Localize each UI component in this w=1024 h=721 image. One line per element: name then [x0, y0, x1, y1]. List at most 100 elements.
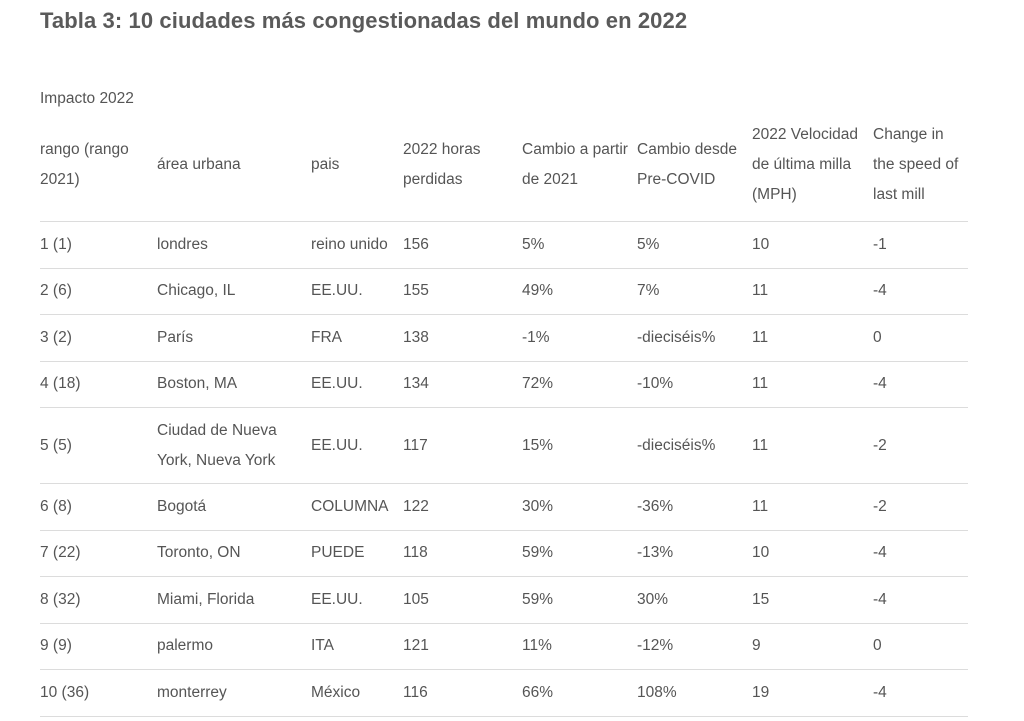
cell-hours-lost: 156 [403, 221, 522, 269]
cell-rank: 4 (18) [40, 361, 157, 408]
cell-speed-change: 0 [873, 314, 968, 362]
cell-speed-change: -2 [873, 483, 968, 531]
cell-country: reino unido [311, 221, 403, 269]
table-row: 5 (5) Ciudad de Nueva York, Nueva York EE.… [40, 407, 968, 484]
cell-change-2021: -1% [522, 314, 637, 362]
cell-change-precovid: -dieciséis% [637, 407, 752, 484]
cell-last-mile-speed: 11 [752, 407, 873, 484]
cell-urban-area: londres [157, 221, 311, 269]
table-row: 3 (2) París FRA 138 -1% -dieciséis% 11 0 [40, 314, 968, 362]
cell-last-mile-speed: 11 [752, 268, 873, 315]
cell-change-precovid: 7% [637, 268, 752, 315]
cell-last-mile-speed: 19 [752, 669, 873, 717]
cell-hours-lost: 134 [403, 361, 522, 408]
cell-last-mile-speed: 11 [752, 361, 873, 408]
cell-change-2021: 11% [522, 623, 637, 670]
cell-rank: 1 (1) [40, 221, 157, 269]
cell-urban-area: Toronto, ON [157, 530, 311, 577]
cell-urban-area: Bogotá [157, 483, 311, 531]
cell-speed-change: -4 [873, 361, 968, 408]
cell-last-mile-speed: 10 [752, 221, 873, 269]
cell-hours-lost: 118 [403, 530, 522, 577]
cell-country: FRA [311, 314, 403, 362]
group-label: Impacto 2022 [40, 90, 134, 107]
cell-last-mile-speed: 9 [752, 623, 873, 670]
cell-speed-change: -2 [873, 407, 968, 484]
header-change-2021: Cambio a partir de 2021 [522, 108, 637, 222]
cell-rank: 2 (6) [40, 268, 157, 315]
cell-change-precovid: -12% [637, 623, 752, 670]
cell-rank: 7 (22) [40, 530, 157, 577]
cell-change-precovid: 5% [637, 221, 752, 269]
cell-change-precovid: -10% [637, 361, 752, 408]
cell-change-2021: 66% [522, 669, 637, 717]
cell-change-2021: 5% [522, 221, 637, 269]
table-row: 6 (8) Bogotá COLUMNA 122 30% -36% 11 -2 [40, 483, 968, 531]
cell-change-precovid: -36% [637, 483, 752, 531]
cell-country: ITA [311, 623, 403, 670]
cell-rank: 5 (5) [40, 407, 157, 484]
table-row: 4 (18) Boston, MA EE.UU. 134 72% -10% 11 -4 [40, 361, 968, 408]
cell-speed-change: -4 [873, 268, 968, 315]
cell-urban-area: Chicago, IL [157, 268, 311, 315]
table-row: 7 (22) Toronto, ON PUEDE 118 59% -13% 10 -4 [40, 530, 968, 577]
cell-change-2021: 72% [522, 361, 637, 408]
cell-speed-change: -1 [873, 221, 968, 269]
cell-hours-lost: 138 [403, 314, 522, 362]
cell-change-2021: 30% [522, 483, 637, 531]
cell-urban-area: monterrey [157, 669, 311, 717]
table-body: 1 (1) londres reino unido 156 5% 5% 10 -1 2 (6) C… [40, 221, 968, 717]
cell-last-mile-speed: 15 [752, 576, 873, 624]
cell-urban-area: París [157, 314, 311, 362]
cell-change-precovid: -dieciséis% [637, 314, 752, 362]
cell-rank: 9 (9) [40, 623, 157, 670]
congestion-table: rango (rango 2021) área urbana pais 2022… [40, 108, 968, 717]
cell-speed-change: -4 [873, 669, 968, 717]
cell-change-precovid: 108% [637, 669, 752, 717]
cell-urban-area: Boston, MA [157, 361, 311, 408]
table-title: Tabla 3: 10 ciudades más congestionadas … [40, 8, 688, 33]
cell-hours-lost: 116 [403, 669, 522, 717]
cell-country: EE.UU. [311, 407, 403, 484]
table-row: 1 (1) londres reino unido 156 5% 5% 10 -1 [40, 221, 968, 269]
table-row: 8 (32) Miami, Florida EE.UU. 105 59% 30% 15 -4 [40, 576, 968, 624]
cell-country: EE.UU. [311, 576, 403, 624]
cell-hours-lost: 121 [403, 623, 522, 670]
header-country: pais [311, 108, 403, 222]
cell-change-2021: 59% [522, 576, 637, 624]
cell-country: EE.UU. [311, 361, 403, 408]
cell-speed-change: 0 [873, 623, 968, 670]
cell-country: COLUMNA [311, 483, 403, 531]
cell-hours-lost: 117 [403, 407, 522, 484]
cell-hours-lost: 155 [403, 268, 522, 315]
cell-country: México [311, 669, 403, 717]
cell-change-2021: 49% [522, 268, 637, 315]
table-row: 10 (36) monterrey México 116 66% 108% 19 -4 [40, 669, 968, 717]
header-change-precovid: Cambio desde Pre-COVID [637, 108, 752, 222]
cell-country: EE.UU. [311, 268, 403, 315]
cell-last-mile-speed: 11 [752, 483, 873, 531]
cell-last-mile-speed: 11 [752, 314, 873, 362]
cell-rank: 8 (32) [40, 576, 157, 624]
cell-change-2021: 15% [522, 407, 637, 484]
header-last-mile-speed: 2022 Velocidad de última milla (MPH) [752, 108, 873, 222]
cell-rank: 6 (8) [40, 483, 157, 531]
cell-hours-lost: 122 [403, 483, 522, 531]
table-row: 2 (6) Chicago, IL EE.UU. 155 49% 7% 11 -4 [40, 268, 968, 315]
cell-change-precovid: -13% [637, 530, 752, 577]
cell-change-2021: 59% [522, 530, 637, 577]
cell-rank: 3 (2) [40, 314, 157, 362]
cell-speed-change: -4 [873, 530, 968, 577]
header-row: rango (rango 2021) área urbana pais 2022… [40, 108, 968, 222]
cell-rank: 10 (36) [40, 669, 157, 717]
header-urban-area: área urbana [157, 108, 311, 222]
table-row: 9 (9) palermo ITA 121 11% -12% 9 0 [40, 623, 968, 670]
cell-urban-area: Ciudad de Nueva York, Nueva York [157, 407, 311, 484]
cell-last-mile-speed: 10 [752, 530, 873, 577]
header-rank: rango (rango 2021) [40, 108, 157, 222]
cell-urban-area: Miami, Florida [157, 576, 311, 624]
cell-change-precovid: 30% [637, 576, 752, 624]
cell-speed-change: -4 [873, 576, 968, 624]
cell-hours-lost: 105 [403, 576, 522, 624]
header-hours-lost: 2022 horas perdidas [403, 108, 522, 222]
